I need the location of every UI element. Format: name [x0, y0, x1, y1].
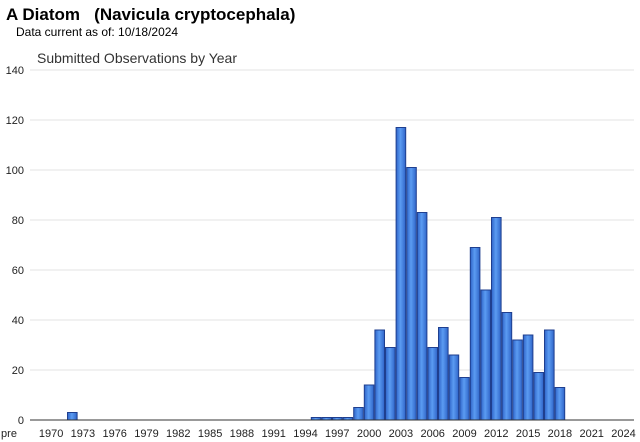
bar-1999	[353, 407, 364, 421]
x-tick-label: 1982	[166, 428, 190, 440]
bar-2006	[427, 347, 438, 421]
x-tick-label: 1976	[102, 428, 126, 440]
y-tick-label: 0	[18, 415, 24, 427]
y-tick-label: 20	[12, 365, 24, 377]
bar-2016	[533, 372, 545, 421]
x-tick-label: 2024	[611, 428, 635, 440]
x-tick-label: 1991	[261, 428, 285, 440]
bar-2000	[363, 384, 375, 421]
page-header: A Diatom (Navicula cryptocephala) Data c…	[0, 0, 640, 44]
bar-2002	[385, 347, 396, 421]
x-axis: pre 1970 1973 1976 1979 1982 1985 1988 1991 1994 1…	[1, 419, 636, 440]
chart-title: Submitted Observations by Year	[37, 50, 237, 66]
y-axis: 0 20 40 60 80 100 120 140	[6, 65, 24, 427]
x-tick-label: 2018	[548, 428, 572, 440]
x-tick-label: 2012	[484, 428, 508, 440]
y-tick-label: 120	[6, 115, 24, 127]
chart-grid	[30, 69, 634, 371]
x-tick-label: 1997	[325, 428, 349, 440]
y-tick-label: 140	[6, 65, 24, 77]
x-tick-label: 1979	[134, 428, 158, 440]
bar-2011	[480, 289, 491, 421]
bar-2017	[544, 329, 555, 421]
y-tick-label: 60	[12, 265, 24, 277]
x-tick-label: pre	[1, 428, 17, 440]
bar-2014	[512, 339, 523, 421]
x-tick-label: 1994	[293, 428, 317, 440]
x-tick-label: 1988	[230, 428, 254, 440]
bar-2007	[438, 327, 449, 421]
bar-2009	[459, 377, 470, 421]
y-tick-label: 80	[12, 215, 24, 227]
bar-2012	[491, 217, 502, 421]
chart-bars	[67, 127, 566, 421]
page-title: A Diatom (Navicula cryptocephala)	[6, 5, 296, 24]
bar-2004	[406, 167, 417, 421]
y-tick-label: 40	[12, 315, 24, 327]
bar-2018	[554, 387, 566, 421]
x-tick-label: 2015	[516, 428, 540, 440]
bar-2005	[416, 212, 428, 421]
bar-2013	[501, 312, 513, 421]
x-tick-label: 2021	[579, 428, 603, 440]
x-tick-label: 1970	[39, 428, 63, 440]
x-tick-label: 2000	[357, 428, 381, 440]
bar-1972	[67, 412, 78, 421]
y-tick-label: 100	[6, 165, 24, 177]
x-tick-label: 1973	[71, 428, 95, 440]
x-tick-label: 2006	[420, 428, 444, 440]
x-tick-label: 2003	[389, 428, 413, 440]
bar-2008	[448, 354, 460, 421]
bar-2015	[522, 334, 534, 421]
x-tick-label: 2009	[452, 428, 476, 440]
bar-2010	[469, 247, 481, 421]
bar-2001	[374, 329, 385, 421]
data-date: Data current as of: 10/18/2024	[16, 25, 179, 39]
bar-2003	[395, 127, 407, 421]
x-tick-label: 1985	[198, 428, 222, 440]
